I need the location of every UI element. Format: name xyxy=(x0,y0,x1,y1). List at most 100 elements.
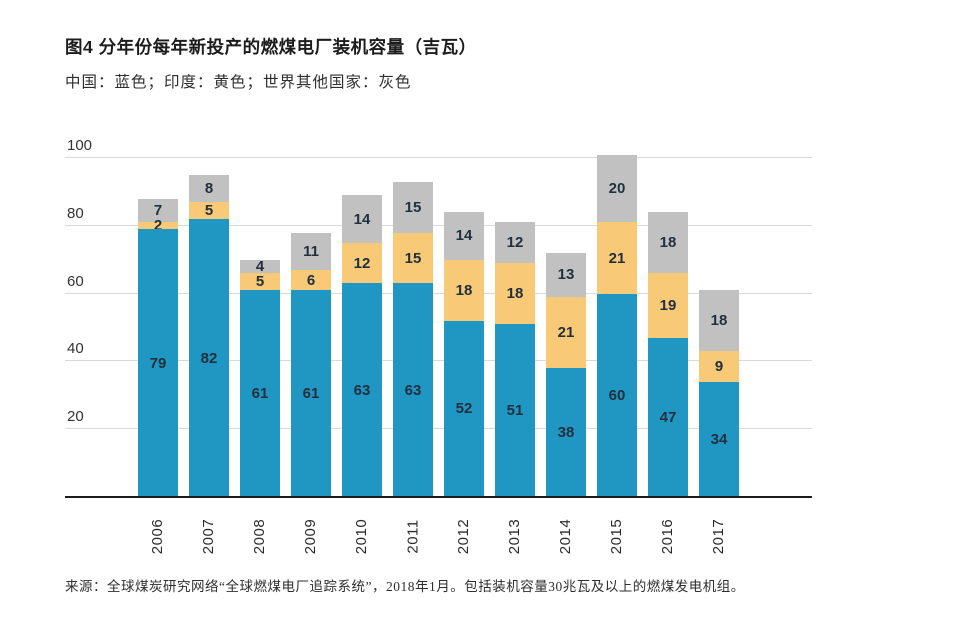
gridline-40 xyxy=(65,360,812,362)
segment-india-2013[interactable]: 18 xyxy=(495,263,535,325)
segment-value-label: 79 xyxy=(149,354,167,372)
gridline-100 xyxy=(65,157,812,158)
segment-value-label: 61 xyxy=(302,385,320,403)
segment-china-2014[interactable]: 38 xyxy=(546,368,586,497)
segment-world-2016[interactable]: 18 xyxy=(648,212,688,274)
segment-value-label: 11 xyxy=(303,242,319,260)
segment-value-label: 12 xyxy=(506,234,524,252)
segment-world-2009[interactable]: 11 xyxy=(291,232,331,270)
bar-2006[interactable]: 79 2 7 xyxy=(138,198,178,497)
figure-title: 图4 分年份每年新投产的燃煤电厂装机容量（吉瓦） xyxy=(65,37,477,57)
segment-china-2010[interactable]: 63 xyxy=(342,283,382,497)
segment-value-label: 6 xyxy=(306,271,316,289)
bar-2012[interactable]: 52 18 14 xyxy=(444,212,484,497)
bar-2015[interactable]: 60 21 20 xyxy=(597,154,637,497)
segment-value-label: 12 xyxy=(353,254,371,272)
segment-value-label: 82 xyxy=(200,349,218,367)
y-tick-label-40: 40 xyxy=(67,340,84,358)
segment-india-2015[interactable]: 21 xyxy=(597,222,637,294)
x-tick-label-2009: 2009 xyxy=(302,518,320,554)
segment-world-2007[interactable]: 8 xyxy=(189,174,229,203)
segment-china-2007[interactable]: 82 xyxy=(189,219,229,497)
segment-value-label: 18 xyxy=(506,285,524,303)
segment-value-label: 19 xyxy=(659,296,677,314)
y-tick-label-60: 60 xyxy=(67,272,84,290)
x-tick-label-2007: 2007 xyxy=(200,518,218,554)
segment-world-2014[interactable]: 13 xyxy=(546,252,586,297)
source-note: 来源：全球煤炭研究网络“全球燃煤电厂追踪系统”，2018年1月。包括装机容量30… xyxy=(65,579,745,594)
x-tick-label-2013: 2013 xyxy=(506,518,524,554)
segment-value-label: 21 xyxy=(608,249,626,267)
segment-india-2017[interactable]: 9 xyxy=(699,351,739,382)
segment-value-label: 2 xyxy=(153,217,163,235)
x-tick-label-2012: 2012 xyxy=(455,518,473,554)
figure-legend-subtitle: 中国：蓝色；印度：黄色；世界其他国家：灰色 xyxy=(65,74,412,91)
segment-value-label: 60 xyxy=(608,386,626,404)
segment-india-2010[interactable]: 12 xyxy=(342,242,382,284)
segment-india-2009[interactable]: 6 xyxy=(291,269,331,291)
bar-2008[interactable]: 61 5 4 xyxy=(240,258,280,497)
segment-value-label: 18 xyxy=(710,312,728,330)
x-tick-label-2016: 2016 xyxy=(659,518,677,554)
x-tick-label-2015: 2015 xyxy=(608,518,626,554)
segment-value-label: 15 xyxy=(404,249,422,267)
segment-value-label: 47 xyxy=(659,408,677,426)
segment-value-label: 18 xyxy=(455,281,473,299)
segment-china-2013[interactable]: 51 xyxy=(495,324,535,497)
segment-china-2008[interactable]: 61 xyxy=(240,290,280,497)
segment-world-2006[interactable]: 7 xyxy=(138,198,178,223)
bar-2009[interactable]: 61 6 11 xyxy=(291,232,331,497)
segment-world-2012[interactable]: 14 xyxy=(444,212,484,260)
segment-world-2013[interactable]: 12 xyxy=(495,222,535,264)
bar-2013[interactable]: 51 18 12 xyxy=(495,222,535,497)
segment-india-2011[interactable]: 15 xyxy=(393,232,433,284)
segment-value-label: 52 xyxy=(455,400,473,418)
gridline-20 xyxy=(65,428,812,430)
segment-india-2016[interactable]: 19 xyxy=(648,273,688,338)
segment-value-label: 34 xyxy=(710,430,728,448)
segment-value-label: 5 xyxy=(204,202,214,220)
segment-world-2010[interactable]: 14 xyxy=(342,195,382,243)
segment-value-label: 38 xyxy=(557,424,575,442)
bar-2014[interactable]: 38 21 13 xyxy=(546,252,586,497)
segment-world-2017[interactable]: 18 xyxy=(699,290,739,352)
segment-world-2015[interactable]: 20 xyxy=(597,154,637,223)
segment-world-2011[interactable]: 15 xyxy=(393,181,433,233)
segment-value-label: 14 xyxy=(353,210,371,228)
x-tick-label-2008: 2008 xyxy=(251,518,269,554)
segment-china-2015[interactable]: 60 xyxy=(597,293,637,497)
segment-value-label: 61 xyxy=(251,385,269,403)
x-axis-labels: 2006 2007 2008 2009 2010 2011 2012 2013 2014 2015… xyxy=(65,505,812,567)
segment-value-label: 21 xyxy=(557,324,575,342)
segment-value-label: 63 xyxy=(404,381,422,399)
bar-2016[interactable]: 47 19 18 xyxy=(648,212,688,497)
x-tick-label-2011: 2011 xyxy=(404,518,422,554)
segment-value-label: 15 xyxy=(404,198,422,216)
segment-value-label: 9 xyxy=(714,358,724,375)
x-tick-label-2014: 2014 xyxy=(557,518,575,554)
bar-2017[interactable]: 34 9 18 xyxy=(699,290,739,497)
bar-2007[interactable]: 82 5 8 xyxy=(189,174,229,497)
chart-plot: 20 40 60 80 100 79 2 7 82 5 8 61 5 4 61 6 11 63 12 14 63 15 15… xyxy=(65,137,812,498)
bar-2010[interactable]: 63 12 14 xyxy=(342,195,382,497)
bar-2011[interactable]: 63 15 15 xyxy=(393,181,433,497)
segment-india-2007[interactable]: 5 xyxy=(189,202,229,220)
segment-china-2017[interactable]: 34 xyxy=(699,381,739,497)
segment-india-2006[interactable]: 2 xyxy=(138,218,178,233)
segment-world-2008[interactable]: 4 xyxy=(240,258,280,276)
gridline-60 xyxy=(65,292,812,294)
segment-china-2011[interactable]: 63 xyxy=(393,283,433,497)
segment-china-2012[interactable]: 52 xyxy=(444,320,484,497)
segment-value-label: 14 xyxy=(455,227,473,245)
gridline-80 xyxy=(65,224,812,226)
x-tick-label-2017: 2017 xyxy=(710,518,728,554)
segment-india-2008[interactable]: 5 xyxy=(240,273,280,291)
segment-china-2009[interactable]: 61 xyxy=(291,290,331,497)
segment-india-2012[interactable]: 18 xyxy=(444,259,484,321)
x-tick-label-2006: 2006 xyxy=(149,518,167,554)
segment-china-2016[interactable]: 47 xyxy=(648,337,688,497)
segment-china-2006[interactable]: 79 xyxy=(138,229,178,497)
segment-value-label: 4 xyxy=(255,258,265,276)
segment-india-2014[interactable]: 21 xyxy=(546,297,586,369)
y-tick-label-20: 20 xyxy=(67,408,84,426)
